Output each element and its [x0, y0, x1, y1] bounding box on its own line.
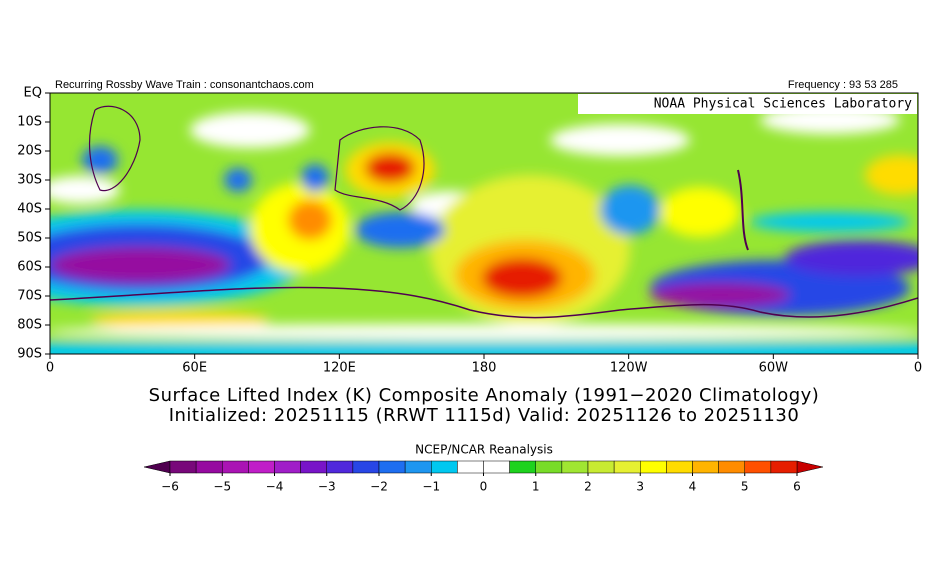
colorbar-label: 0 [480, 480, 488, 494]
colorbar-label: −4 [266, 480, 284, 494]
colorbar-box [744, 460, 772, 474]
colorbar-box [326, 460, 354, 474]
anomaly-field [50, 93, 918, 354]
y-tick-label: 60S [17, 260, 42, 275]
colorbar-title: NCEP/NCAR Reanalysis [415, 443, 553, 457]
colorbar-over [796, 460, 824, 474]
lab-label: NOAA Physical Sciences Laboratory [654, 97, 912, 112]
y-tick-label: 80S [17, 318, 42, 333]
colorbar-box [666, 460, 693, 474]
colorbar-label: 6 [793, 480, 801, 494]
colorbar-label: 5 [741, 480, 749, 494]
colorbar-under [143, 460, 171, 474]
y-tick-label: EQ [24, 86, 42, 101]
colorbar-box [195, 460, 223, 474]
header-right: Frequency : 93 53 285 [788, 79, 898, 91]
colorbar-label: −3 [318, 480, 336, 494]
colorbar-label: −1 [422, 480, 440, 494]
colorbar-box [509, 460, 536, 474]
y-tick-label: 40S [17, 202, 42, 217]
colorbar-box [483, 460, 510, 474]
y-tick-label: 90S [17, 347, 42, 362]
colorbar-box [248, 460, 275, 474]
x-tick-label: 0 [46, 361, 54, 376]
colorbar-label: 3 [636, 480, 644, 494]
colorbar-box [718, 460, 745, 474]
colorbar-box [431, 460, 458, 474]
colorbar-box [561, 460, 589, 474]
title-line1: Surface Lifted Index (K) Composite Anoma… [149, 385, 820, 406]
colorbar-box [587, 460, 615, 474]
colorbar-box [640, 460, 667, 474]
colorbar-box [457, 460, 484, 474]
lab-box [578, 94, 917, 114]
colorbar-box [692, 460, 719, 474]
title-line2: Initialized: 20251115 (RRWT 1115d) Valid… [169, 405, 800, 426]
colorbar-box [352, 460, 380, 474]
colorbar-box [770, 460, 798, 474]
x-tick-label: 60W [759, 361, 789, 376]
x-tick-label: 180 [472, 361, 497, 376]
colorbar-label: −6 [161, 480, 179, 494]
colorbar-box [169, 460, 197, 474]
y-tick-label: 70S [17, 289, 42, 304]
colorbar-box [404, 460, 432, 474]
colorbar-box [378, 460, 406, 474]
colorbar-label: 4 [689, 480, 697, 494]
colorbar-box [535, 460, 563, 474]
colorbar-label: −2 [370, 480, 388, 494]
x-tick-label: 60E [182, 361, 207, 376]
y-tick-label: 10S [17, 115, 42, 130]
colorbar-box [613, 460, 641, 474]
colorbar-label: 1 [532, 480, 540, 494]
x-tick-label: 120W [610, 361, 648, 376]
y-tick-label: 30S [17, 173, 42, 188]
colorbar-label: 2 [584, 480, 592, 494]
colorbar-box [222, 460, 249, 474]
y-tick-label: 50S [17, 231, 42, 246]
header-left: Recurring Rossby Wave Train : consonantc… [55, 79, 314, 91]
colorbar-box [274, 460, 301, 474]
colorbar-label: −5 [213, 480, 231, 494]
colorbar-box [300, 460, 327, 474]
x-tick-label: 120E [323, 361, 356, 376]
y-tick-label: 20S [17, 144, 42, 159]
x-tick-label: 0 [914, 361, 922, 376]
